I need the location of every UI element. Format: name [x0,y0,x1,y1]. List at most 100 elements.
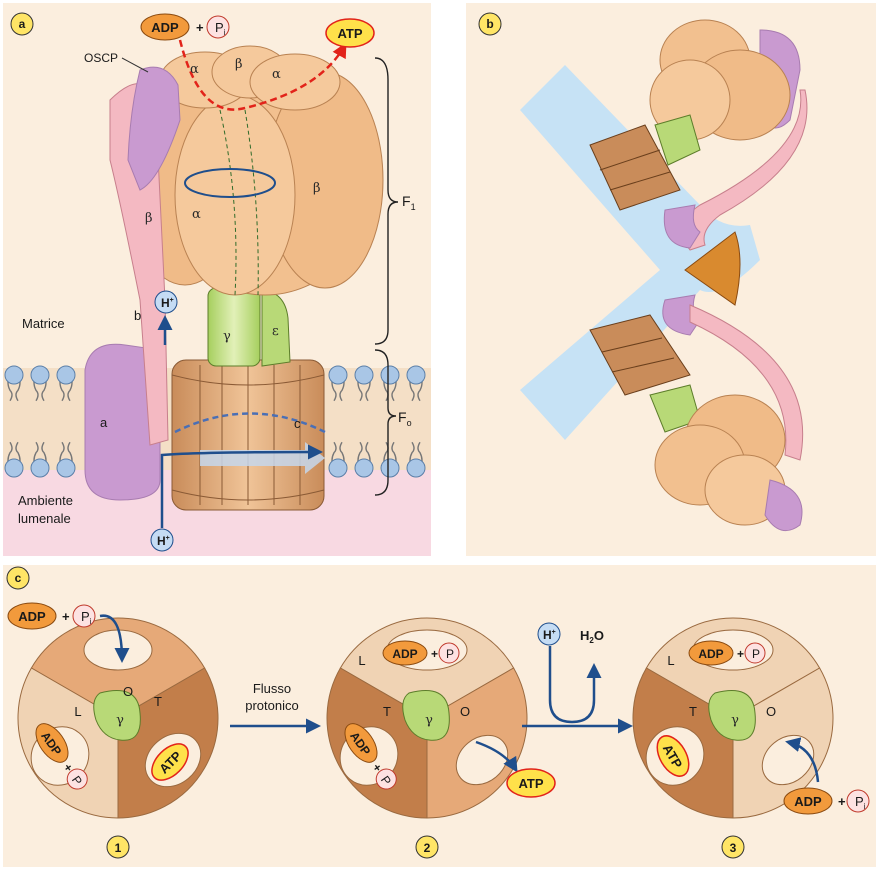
adp-text: ADP [698,647,723,661]
site-state-label: T [689,704,697,719]
svg-text:Pi: Pi [215,20,226,37]
gamma-subunit [93,690,141,741]
svg-text:+: + [62,609,70,624]
beta-label-1: β [235,57,243,72]
svg-text:ATP: ATP [337,26,362,41]
gamma-label: γ [223,329,231,344]
gamma-label: γ [425,713,433,728]
bound-atp: ATP [656,735,690,777]
binding-site-pocket [455,734,509,786]
pi-text: P [446,647,454,661]
panel-a-badge [10,12,34,36]
subunit-a [84,343,161,501]
adp-to-atp-arrow [178,39,347,111]
bound-adp-pi: ADP+P [35,723,88,790]
pi-text: P [752,647,760,661]
svg-text:ADP: ADP [151,20,179,35]
c-ring-rotation-arrow [200,442,325,474]
adp-input-1: ADP + Pi [7,602,96,630]
lipid-head [4,365,24,385]
a-label: a [100,415,108,430]
svg-text:ADP: ADP [18,609,46,624]
lipid-head [380,365,400,385]
lipid-head [56,458,76,478]
synthase-lower [589,294,804,532]
atp-pill [151,743,189,781]
lipid-head [56,365,76,385]
bound-adp-pi: ADP + P [382,640,460,666]
b-label: b [134,308,141,323]
svg-text:1: 1 [115,841,122,855]
site-state-label: O [460,704,470,719]
proton-c: H+ [537,622,561,646]
svg-text:3: 3 [730,841,737,855]
svg-text:ADP: ADP [794,794,822,809]
pi-circle [66,768,88,790]
pi-circle [375,768,397,790]
binding-site-pocket [83,629,153,671]
proton-entry-arrow [160,444,323,528]
pi-circle [744,642,766,664]
site-state-label: L [74,704,81,719]
gamma-subunit [708,690,756,741]
plus-a: + [196,20,204,35]
oscp-label: OSCP [84,51,118,65]
f1-brace [374,57,399,345]
adp-input-3: ADP + Pi [783,787,870,815]
svg-text:H+: H+ [161,296,174,310]
adp-input-arrow-3 [785,737,820,783]
pi-pill-a: Pi [206,15,230,39]
panel-c-badge-label: c [15,571,22,585]
membrane-v [520,65,760,440]
lipid-head [328,458,348,478]
plus-text: + [737,647,744,661]
bound-adp-pi: ADP + P [688,640,766,666]
lipid-head [354,365,374,385]
synthase-upper [589,19,808,251]
f1-rotation-arrow [184,168,276,198]
panel-b-badge [478,12,502,36]
gamma-subunit [402,690,450,741]
lipid-head [30,365,50,385]
proton-to-water-arrow [548,646,602,724]
beta-label-2: β [145,211,153,226]
atp-pill-a: ATP [325,18,375,48]
panel-b-badge-label: b [486,17,493,31]
alpha-label-1: α [190,62,199,77]
flow-label-line2: protonico [245,698,298,713]
lipid-bilayer [4,365,426,478]
plus-text: + [431,647,438,661]
f1-label: F1 [402,193,416,212]
adp-text: ADP [392,647,417,661]
svg-text:Pi: Pi [855,794,866,811]
svg-text:ATP: ATP [518,776,543,791]
svg-text:Pi: Pi [81,609,92,626]
step-badge-2: 2 [415,835,439,859]
lipid-head [4,458,24,478]
proton-top-a: H+ [154,290,178,314]
atp-pill [656,735,690,777]
lumen-label-line2: lumenale [18,511,71,526]
adp-pill [688,640,734,666]
beta-label-3: β [313,181,321,196]
matrix-label: Matrice [22,316,65,331]
c-label: c [294,416,301,431]
proton-bottom-a: H+ [150,528,174,552]
site-state-label: T [383,704,391,719]
water-label: H2O [580,628,604,645]
fo-label: Fo [398,409,412,428]
pi-circle [438,642,460,664]
site-state-label: L [667,653,674,668]
adp-pill [344,723,378,763]
gamma-label: γ [731,713,739,728]
alpha-label-3: α [192,207,201,222]
svg-text:H+: H+ [543,628,556,642]
oscp-subunit [127,66,181,191]
site-state-label: L [358,653,365,668]
epsilon-label: ε [272,324,279,339]
adp-input-arrow-1 [99,614,130,663]
lipid-head [30,458,50,478]
